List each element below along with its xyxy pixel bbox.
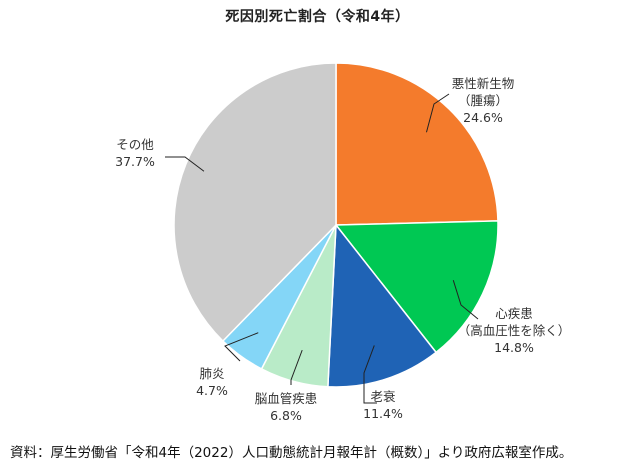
slice-value-label: 24.6% (463, 110, 503, 125)
slice-value-label: 37.7% (115, 154, 155, 169)
leader-line (290, 349, 303, 385)
pie-slices (173, 62, 499, 388)
slice-category-label: その他 (116, 137, 154, 152)
leader-line (425, 93, 450, 133)
slice-value-label: 6.8% (270, 408, 302, 423)
slice-category-label: 悪性新生物 (452, 76, 515, 91)
slice-category-label: 老衰 (370, 389, 396, 404)
slice-category-label: （腫瘍） (458, 93, 508, 108)
leader-line (224, 332, 259, 362)
leader-lines (165, 93, 479, 404)
slice-labels: 悪性新生物 （腫瘍） 24.6% 心疾患 （高血圧性を除く） 14.8% 老衰 11.4% 脳血… (115, 76, 570, 423)
leader-line (165, 156, 205, 172)
pie-slice (173, 62, 337, 343)
slice-category-label: 脳血管疾患 (255, 391, 318, 406)
slice-value-label: 4.7% (196, 383, 228, 398)
slice-value-label: 14.8% (494, 340, 534, 355)
slice-category-label: （高血圧性を除く） (458, 323, 571, 338)
pie-slice (335, 62, 499, 226)
slice-category-label: 心疾患 (495, 306, 533, 321)
slice-value-label: 11.4% (363, 406, 403, 421)
source-note: 資料：厚生労働省「令和4年（2022）人口動態統計月報年計（概数）」より政府広報… (10, 445, 573, 461)
leader-line (452, 280, 479, 320)
slice-category-label: 肺炎 (199, 366, 224, 381)
leader-line (363, 345, 377, 404)
pie-slice (334, 220, 499, 354)
pie-slice (327, 222, 438, 388)
chart-title: 死因別死亡割合（令和4年） (225, 9, 410, 25)
